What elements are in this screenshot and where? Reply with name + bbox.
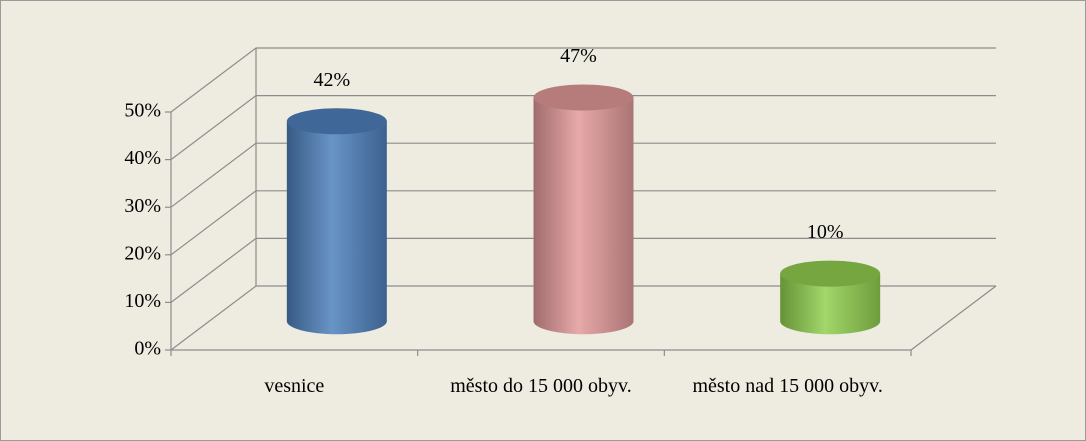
y-tick-label: 0% <box>134 338 161 360</box>
grid-line <box>170 47 996 113</box>
grid-line <box>170 142 996 208</box>
bar-top <box>286 108 387 135</box>
y-tick-label: 30% <box>124 195 161 217</box>
bar <box>780 273 881 335</box>
grid-line <box>170 94 996 161</box>
bar-top <box>533 84 634 111</box>
grid-line <box>170 285 996 351</box>
y-tick-label: 20% <box>124 242 161 264</box>
bar <box>533 97 634 335</box>
x-tick-label: město do 15 000 obyv. <box>450 375 632 397</box>
grid-line <box>170 237 996 303</box>
y-tick-label: 50% <box>124 100 161 122</box>
value-label: 10% <box>807 221 844 243</box>
x-tick-label: město nad 15 000 obyv. <box>692 375 883 397</box>
bar <box>286 121 387 335</box>
x-tick-label: vesnice <box>264 375 325 397</box>
bar-top <box>780 260 881 287</box>
value-label: 42% <box>313 69 350 91</box>
y-tick-label: 10% <box>124 290 161 312</box>
y-tick-label: 40% <box>124 147 161 169</box>
grid-line <box>170 190 996 256</box>
value-label: 47% <box>560 45 597 67</box>
